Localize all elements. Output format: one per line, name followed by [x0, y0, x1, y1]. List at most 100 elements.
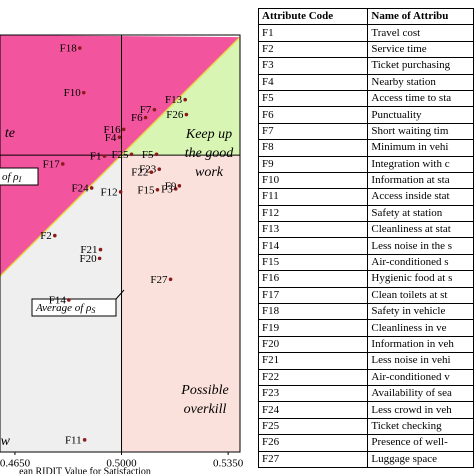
point-label: F22	[131, 167, 148, 179]
point-label: F13	[165, 94, 183, 106]
table-row: F12 Safety at station	[257, 204, 474, 223]
point	[143, 115, 148, 120]
table-row: F5 Access time to sta	[257, 89, 474, 108]
point-label: F25	[111, 149, 129, 161]
table-row: F3 Ticket purchasing	[257, 57, 474, 75]
table-cell: Presence of well-	[367, 434, 474, 452]
table-row: F13 Cleanliness at stat	[257, 221, 474, 239]
table-row: F18 Safety in vehicle	[257, 303, 474, 321]
point-label: F4	[105, 132, 117, 144]
point-label: F3	[161, 183, 173, 195]
point-label: F12	[100, 186, 117, 198]
table-cell: Ticket checking	[367, 417, 474, 436]
x-axis-label: ean RIDIT Value for Satisfaction	[19, 466, 151, 474]
annotation: Average of ρS	[35, 302, 95, 315]
point-label: F14	[49, 294, 67, 306]
point-label: F20	[79, 253, 97, 265]
table-cell: Less crowd in veh	[367, 401, 474, 419]
attribute-table: Attribute Code Name of Attribu F1 Travel co…	[257, 7, 474, 468]
point	[118, 190, 123, 194]
table-cell: F7	[257, 122, 369, 141]
table-cell: F25	[257, 417, 369, 436]
table-row: F27 Luggage space	[257, 450, 474, 468]
table-cell: F18	[257, 303, 369, 321]
table-cell: F23	[257, 384, 369, 403]
table-row: F17 Clean toilets at st	[257, 286, 474, 305]
point	[152, 107, 157, 112]
point-label: F18	[60, 43, 78, 55]
table-cell: Nearby station	[367, 73, 474, 91]
table-row: F2 Service time	[257, 40, 474, 59]
point-label: F21	[80, 244, 97, 256]
quadrant-label: the good	[185, 146, 235, 161]
point-label: F9	[165, 180, 177, 192]
point	[149, 170, 154, 174]
table-row: F15 Air-conditioned s	[257, 253, 474, 272]
table-cell: Availability of sea	[367, 384, 474, 403]
quadrant-label: overkill	[184, 402, 227, 417]
point	[82, 438, 87, 442]
annotation-text: Average of ρ	[35, 302, 91, 314]
annotation-box	[31, 298, 117, 317]
table-cell: F10	[257, 171, 369, 190]
table-cell: Minimum in vehi	[367, 139, 474, 157]
table-cell: Air-conditioned s	[367, 253, 474, 272]
table-cell: F21	[257, 352, 369, 370]
point	[154, 152, 159, 157]
point	[155, 187, 160, 192]
table-cell: Cleanliness in ve	[367, 319, 474, 337]
table-cell: Information at sta	[367, 171, 474, 190]
table-row: F11 Access inside stat	[257, 188, 474, 206]
table-cell: F17	[257, 286, 369, 305]
plot-frame	[0, 34, 241, 453]
point	[117, 135, 122, 140]
quadrant-label: Possible	[180, 383, 228, 398]
region-bottom-right	[121, 155, 240, 452]
point-label: F17	[43, 159, 61, 171]
table-row: F19 Cleanliness in ve	[257, 319, 474, 337]
point-label: F15	[137, 184, 155, 196]
point-label: F16	[104, 124, 122, 136]
annotation-box	[0, 167, 39, 186]
table-cell: F12	[257, 204, 369, 223]
point	[184, 112, 189, 117]
diagonal-line	[0, 36, 241, 277]
table-cell: F9	[257, 155, 369, 173]
table-cell: F20	[257, 335, 369, 354]
table-cell: Less noise in the s	[367, 237, 474, 255]
table-row: F4 Nearby station	[257, 73, 474, 91]
table-cell: Access inside stat	[367, 188, 474, 206]
table-cell: Access time to sta	[367, 89, 474, 108]
chart: 0.4650 0.5000 0.5350 ean RIDIT Value for Sa…	[0, 34, 244, 474]
table-cell: Service time	[367, 40, 474, 59]
table-cell: Punctuality	[367, 106, 474, 124]
table-cell: Clean toilets at st	[367, 286, 474, 305]
table-cell: F1	[257, 24, 369, 42]
table-cell: F2	[257, 40, 369, 59]
table-cell: Travel cost	[367, 24, 474, 42]
table-cell: F14	[257, 237, 369, 255]
table-cell: F8	[257, 139, 369, 157]
x-tick-label: 0.4650	[0, 458, 31, 470]
quadrant-label: work	[195, 165, 224, 180]
table-cell: F19	[257, 319, 369, 337]
table-cell: Safety at station	[367, 204, 474, 223]
table-cell: F3	[257, 57, 369, 75]
table-header-cell: Name of Attribu	[367, 7, 474, 26]
table-header-row: Attribute Code Name of Attribu	[257, 7, 474, 26]
point	[60, 162, 65, 166]
table-header-cell: Attribute Code	[257, 7, 369, 26]
point-label: F27	[150, 274, 168, 286]
table-cell: F22	[257, 368, 369, 386]
point-label: F10	[64, 87, 82, 99]
table-cell: Integration with c	[367, 155, 474, 173]
point-label: F24	[72, 182, 90, 194]
table-row: F14 Less noise in the s	[257, 237, 474, 255]
table-cell: F6	[257, 106, 369, 124]
annotation-sub: I	[18, 175, 22, 184]
quadrant-label: w	[1, 434, 11, 449]
table-cell: F27	[257, 450, 369, 468]
point	[97, 256, 102, 261]
table-row: F24 Less crowd in veh	[257, 401, 474, 419]
point	[53, 233, 57, 238]
